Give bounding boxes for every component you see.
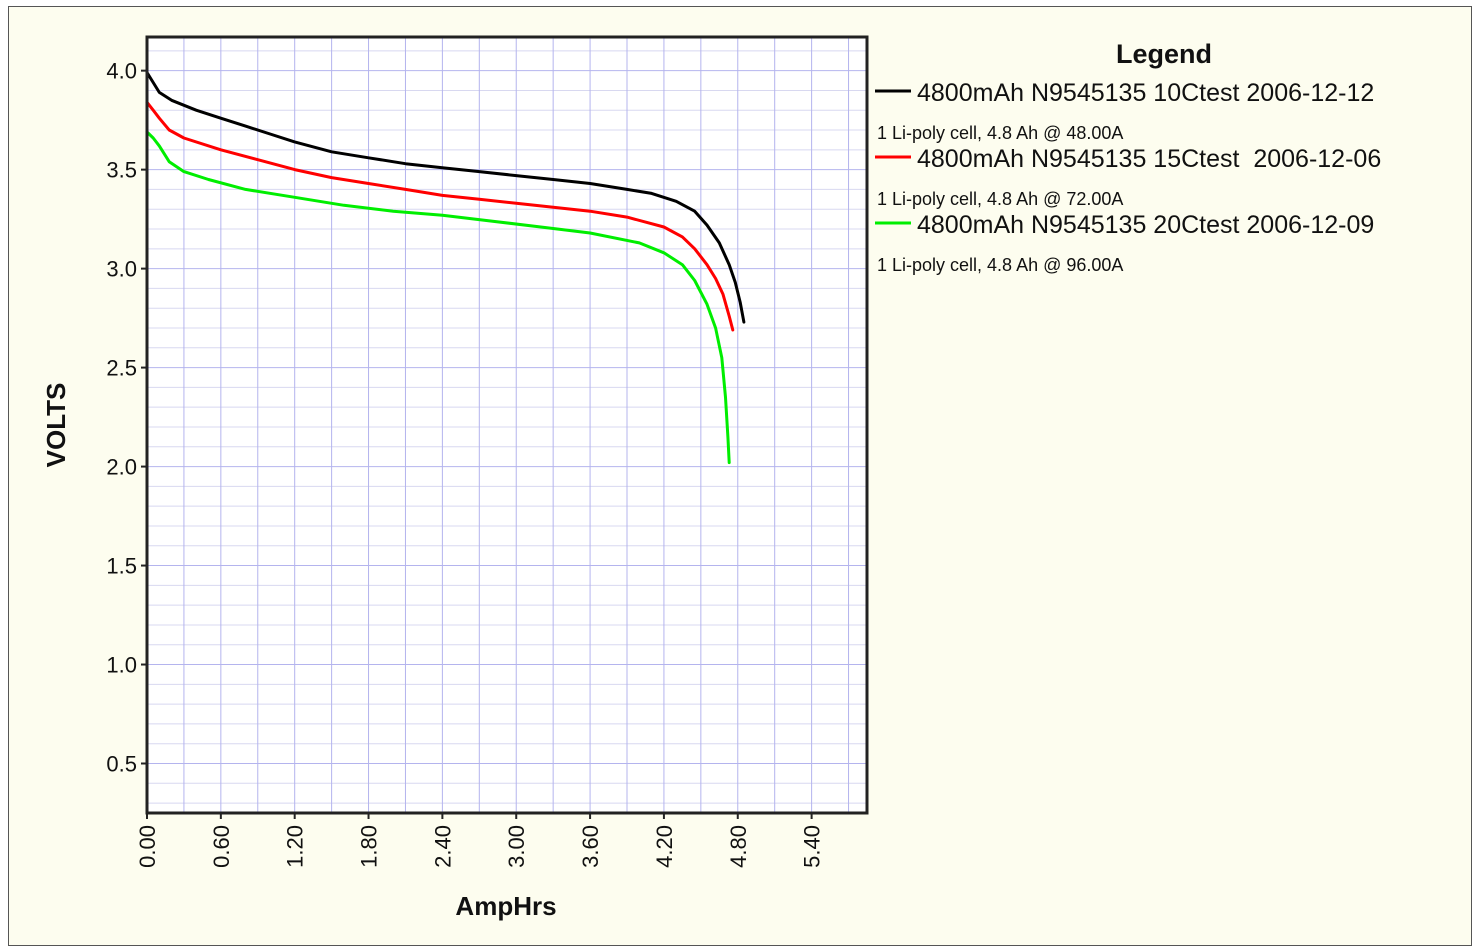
- grid: [147, 37, 867, 813]
- series-line-3: [145, 130, 731, 465]
- x-tick-label: 2.40: [430, 825, 455, 868]
- y-tick-label: 2.5: [106, 356, 137, 381]
- y-axis-title: VOLTS: [41, 383, 71, 468]
- y-tick-label: 1.5: [106, 554, 137, 579]
- legend-label-3: 4800mAh N9545135 20Ctest 2006-12-09: [917, 211, 1374, 239]
- series-lines: [145, 71, 746, 465]
- x-tick-label: 3.00: [504, 825, 529, 868]
- y-tick-label: 2.0: [106, 455, 137, 480]
- x-tick-label: 5.40: [800, 825, 825, 868]
- x-axis-ticks: 0.00 0.60 1.20 1.80 2.40 3.00 3.60 4.20 4.80 5.40: [135, 813, 825, 868]
- x-tick-label: 4.20: [652, 825, 677, 868]
- x-tick-label: 1.20: [283, 825, 308, 868]
- x-tick-label: 1.80: [357, 825, 382, 868]
- y-tick-label: 1.0: [106, 653, 137, 678]
- legend-description-3: 1 Li-poly cell, 4.8 Ah @ 96.00A: [877, 255, 1123, 275]
- plot-border: [145, 35, 869, 815]
- plot-background: [147, 37, 867, 813]
- legend-description-1: 1 Li-poly cell, 4.8 Ah @ 48.00A: [877, 123, 1123, 143]
- chart-frame: 0.5 1.0 1.5 2.0 2.5 3.0 3.5 4.0 0.00 0.60 1.20 1.8…: [8, 6, 1472, 946]
- chart-svg: 0.5 1.0 1.5 2.0 2.5 3.0 3.5 4.0 0.00 0.60 1.20 1.8…: [41, 35, 1381, 921]
- series-line-2: [145, 100, 735, 332]
- legend-label-1: 4800mAh N9545135 10Ctest 2006-12-12: [917, 79, 1374, 107]
- y-tick-label: 0.5: [106, 752, 137, 777]
- legend-description-2: 1 Li-poly cell, 4.8 Ah @ 72.00A: [877, 189, 1123, 209]
- legend: 4800mAh N9545135 10Ctest 2006-12-12 1 Li-…: [875, 79, 1381, 275]
- y-tick-label: 3.0: [106, 257, 137, 282]
- legend-label-2: 4800mAh N9545135 15Ctest 2006-12-06: [917, 145, 1381, 173]
- y-axis-ticks: 0.5 1.0 1.5 2.0 2.5 3.0 3.5 4.0: [106, 59, 147, 777]
- legend-title: Legend: [1116, 39, 1212, 69]
- x-tick-label: 3.60: [578, 825, 603, 868]
- x-tick-label: 0.60: [209, 825, 234, 868]
- x-tick-label: 4.80: [726, 825, 751, 868]
- series-line-1: [145, 71, 746, 324]
- y-tick-label: 4.0: [106, 59, 137, 84]
- y-tick-label: 3.5: [106, 158, 137, 183]
- x-tick-label: 0.00: [135, 825, 160, 868]
- x-axis-title: AmpHrs: [455, 891, 556, 921]
